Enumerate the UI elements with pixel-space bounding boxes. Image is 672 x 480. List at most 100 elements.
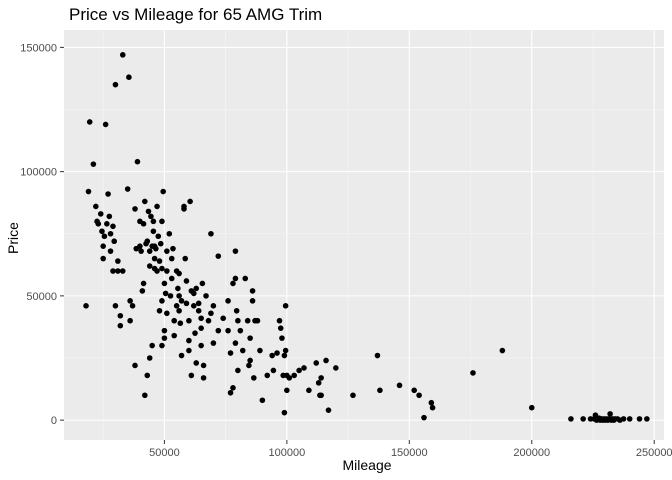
data-point <box>164 248 170 254</box>
data-point <box>142 198 148 205</box>
data-point <box>499 347 506 354</box>
data-point <box>104 221 110 227</box>
data-point <box>166 230 173 237</box>
data-point <box>199 280 206 287</box>
data-point <box>171 317 178 324</box>
data-point <box>232 248 239 254</box>
data-point <box>259 397 266 404</box>
data-point <box>626 416 633 422</box>
data-point <box>416 392 422 399</box>
data-point <box>146 355 153 361</box>
data-point <box>154 268 160 274</box>
data-point <box>286 375 293 381</box>
data-point <box>421 414 427 421</box>
data-point <box>230 280 236 287</box>
data-point <box>215 327 222 334</box>
data-point <box>580 416 586 422</box>
data-point <box>110 223 116 230</box>
data-point <box>233 307 240 314</box>
data-point <box>227 350 234 356</box>
y-tick-label: 150000 <box>20 42 57 54</box>
data-point <box>119 52 126 58</box>
data-point <box>187 198 193 205</box>
data-point <box>134 158 141 165</box>
major-gridlines <box>64 30 664 440</box>
y-tick-label: 0 <box>51 415 57 427</box>
data-point <box>112 303 119 309</box>
data-point <box>396 382 403 389</box>
data-point <box>568 416 574 422</box>
data-point <box>132 362 138 369</box>
data-point <box>244 317 251 324</box>
data-point <box>200 362 207 369</box>
data-point <box>159 298 165 304</box>
data-point <box>306 387 312 394</box>
data-point <box>225 327 231 334</box>
data-point <box>183 300 190 307</box>
data-point <box>161 327 168 334</box>
data-point <box>117 312 124 319</box>
data-point <box>168 255 175 262</box>
data-point <box>257 347 263 354</box>
data-point <box>90 161 97 167</box>
data-point <box>161 335 168 341</box>
data-point <box>173 303 180 309</box>
data-point <box>111 238 118 245</box>
x-axis-ticks: 50000 100000 150000 200000 250000 <box>149 440 672 459</box>
data-point <box>198 342 204 349</box>
data-point <box>225 298 231 304</box>
data-point <box>200 375 207 381</box>
data-point <box>126 74 132 81</box>
data-point <box>176 293 182 299</box>
data-point <box>150 228 157 235</box>
data-point <box>137 243 143 249</box>
x-tick-label: 250000 <box>636 447 672 459</box>
data-point <box>254 317 261 324</box>
data-point <box>127 317 133 324</box>
data-point <box>429 404 436 411</box>
data-point <box>164 268 170 274</box>
data-point <box>208 310 214 317</box>
data-point <box>106 213 113 220</box>
data-point <box>132 206 138 212</box>
data-point <box>301 365 307 371</box>
data-point <box>249 288 256 294</box>
data-points <box>83 52 650 423</box>
data-point <box>153 245 159 252</box>
data-point <box>284 387 290 394</box>
data-point <box>318 392 324 399</box>
data-point <box>83 303 89 309</box>
data-point <box>264 372 271 379</box>
y-axis-ticks: 0 50000 100000 150000 <box>20 42 64 427</box>
data-point <box>183 278 190 284</box>
data-point <box>99 228 105 235</box>
data-point <box>101 233 108 240</box>
data-point <box>144 372 151 379</box>
chart-title: Price vs Mileage for 65 AMG Trim <box>69 5 322 24</box>
data-point <box>117 322 124 329</box>
x-tick-label: 200000 <box>513 447 550 459</box>
data-point <box>282 303 289 309</box>
data-point <box>281 352 288 359</box>
data-point <box>107 248 114 254</box>
data-point <box>282 347 289 354</box>
data-point <box>142 392 148 399</box>
data-point <box>186 337 192 344</box>
data-point <box>296 367 302 374</box>
x-tick-label: 150000 <box>391 447 428 459</box>
data-point <box>102 121 109 128</box>
data-point <box>270 367 277 374</box>
data-point <box>215 253 222 259</box>
data-point <box>291 372 298 379</box>
data-point <box>85 188 92 195</box>
data-point <box>318 375 324 381</box>
data-point <box>644 416 650 422</box>
data-point <box>155 233 162 240</box>
data-point <box>140 221 147 227</box>
data-point <box>129 303 136 309</box>
data-point <box>246 362 252 369</box>
data-point <box>168 275 175 282</box>
data-point <box>86 119 93 125</box>
data-point <box>115 258 121 264</box>
